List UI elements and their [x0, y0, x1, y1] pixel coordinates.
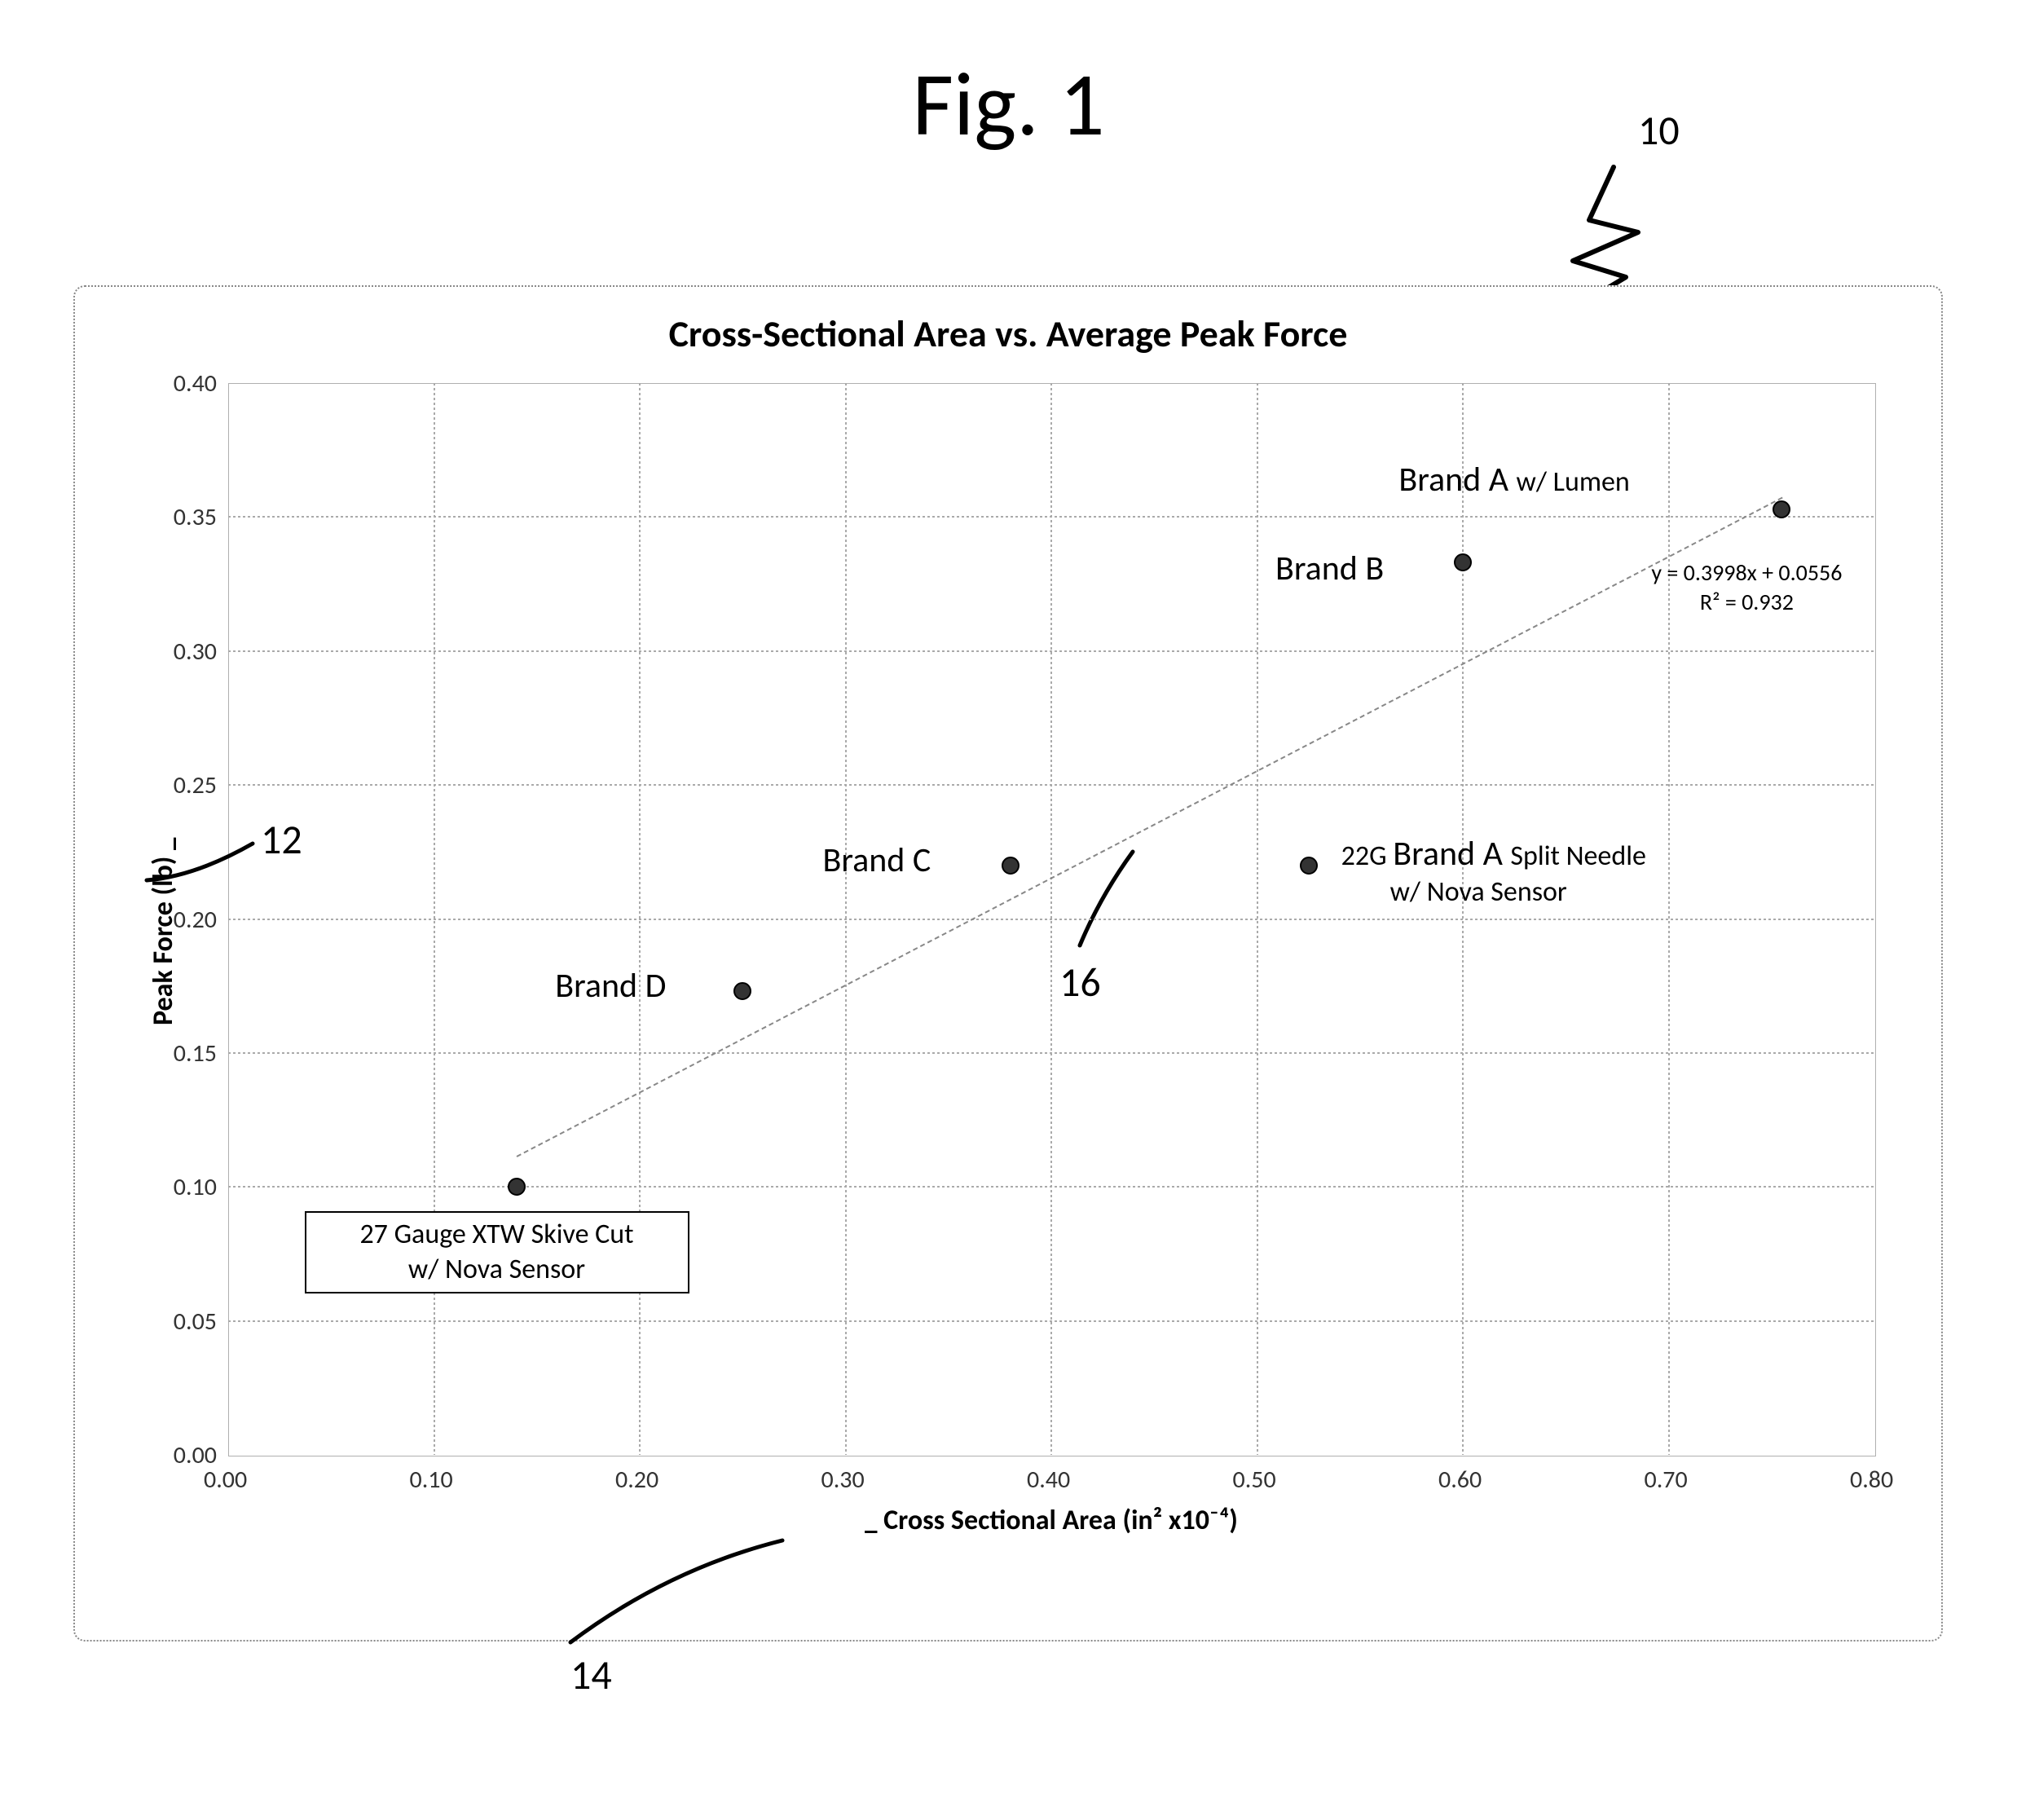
y-tick-label: 0.05	[174, 1307, 217, 1337]
gridline-v	[845, 383, 847, 1455]
point-label: Brand A w/ Lumen	[1398, 459, 1629, 500]
data-point	[1002, 857, 1020, 875]
point-label: Brand C	[823, 839, 931, 881]
gridline-v	[639, 383, 641, 1455]
plot-area	[228, 383, 1876, 1456]
y-tick-label: 0.20	[174, 905, 217, 935]
gridline-v	[1257, 383, 1258, 1455]
y-tick-label: 0.40	[174, 368, 217, 399]
data-point	[1454, 553, 1472, 571]
point-label: Brand D	[555, 965, 666, 1007]
x-tick-label: 0.80	[1850, 1465, 1893, 1495]
data-point	[1300, 857, 1318, 875]
data-point	[733, 982, 751, 1000]
x-tick-label: 0.70	[1645, 1465, 1688, 1495]
data-point	[1773, 500, 1790, 518]
x-tick-label: 0.40	[1027, 1465, 1070, 1495]
y-tick-label: 0.10	[174, 1172, 217, 1202]
gridline-v	[434, 383, 435, 1455]
point-label-box: 27 Gauge XTW Skive Cutw/ Nova Sensor	[305, 1211, 689, 1293]
x-axis-label-text: Cross Sectional Area (in² x10⁻⁴)	[883, 1504, 1238, 1537]
gridline-v	[1050, 383, 1052, 1455]
gridline-v	[1668, 383, 1670, 1455]
callout-12: 12	[261, 815, 302, 865]
x-tick-label: 0.00	[204, 1465, 247, 1495]
data-point	[508, 1178, 526, 1196]
callout-10: 10	[1638, 106, 1680, 156]
page: Fig. 1 10 Cross-Sectional Area vs. Avera…	[0, 0, 2017, 1820]
figure-title: Fig. 1	[0, 49, 2017, 159]
callout-16: 16	[1059, 958, 1101, 1007]
x-tick-label: 0.10	[410, 1465, 453, 1495]
x-tick-label: 0.50	[1233, 1465, 1276, 1495]
y-tick-label: 0.15	[174, 1038, 217, 1069]
gridline-v	[1462, 383, 1464, 1455]
y-tick-label: 0.35	[174, 502, 217, 532]
chart-title: Cross-Sectional Area vs. Average Peak Fo…	[75, 311, 1941, 357]
callout-16-leader	[1059, 848, 1157, 954]
point-label: 22G Brand A Split Needlew/ Nova Sensor	[1341, 833, 1765, 910]
point-label: Brand B	[1275, 548, 1384, 589]
trendline-equation: y = 0.3998x + 0.0556R² = 0.932	[1651, 558, 1842, 618]
x-tick-label: 0.20	[615, 1465, 658, 1495]
y-tick-label: 0.25	[174, 770, 217, 800]
x-tick-label: 0.30	[821, 1465, 865, 1495]
x-axis-label: Cross Sectional Area (in² x10⁻⁴)	[228, 1504, 1874, 1537]
callout-14-leader	[554, 1536, 799, 1650]
callout-12-leader	[139, 835, 261, 892]
y-tick-label: 0.30	[174, 637, 217, 667]
callout-14: 14	[570, 1650, 612, 1700]
x-tick-label: 0.60	[1438, 1465, 1482, 1495]
